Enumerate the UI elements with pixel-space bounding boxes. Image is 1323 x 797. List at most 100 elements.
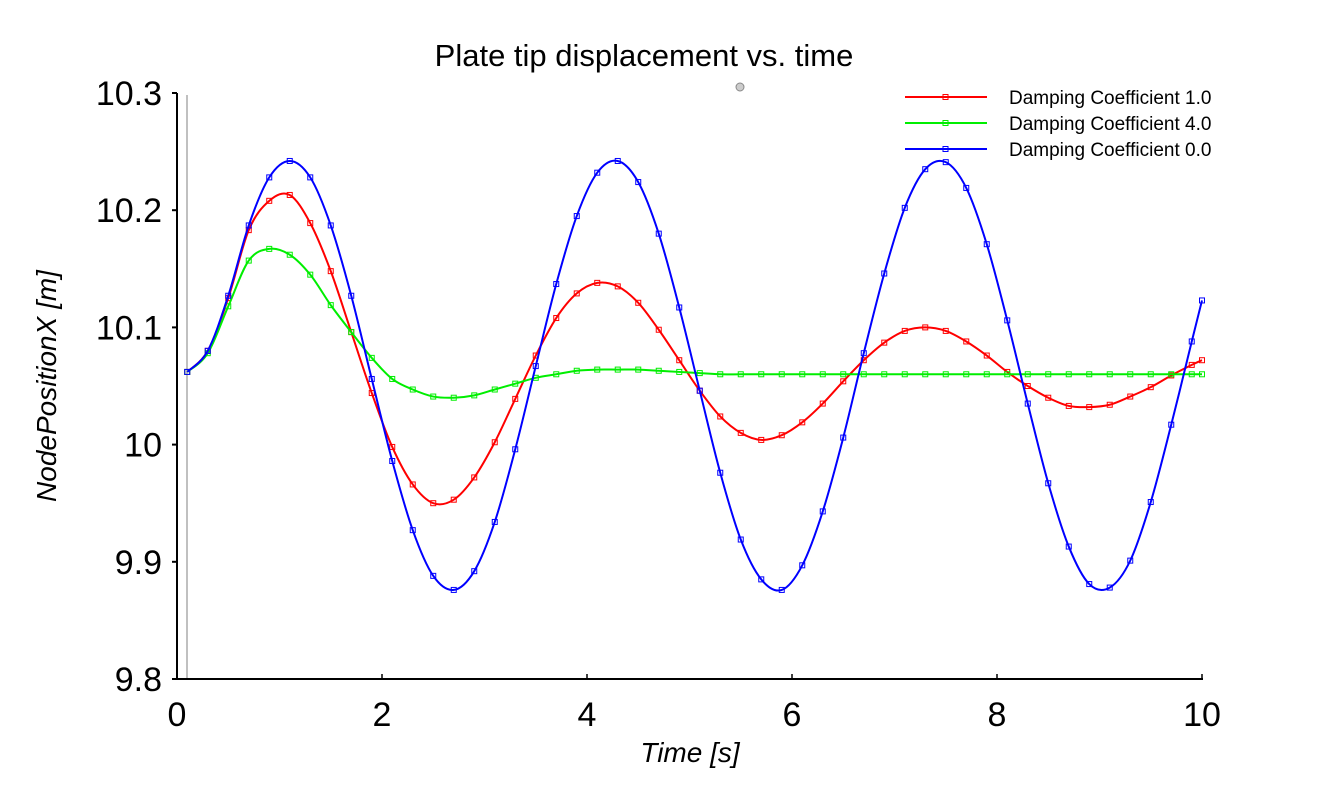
legend: Damping Coefficient 1.0 Damping Coefficie… — [905, 88, 1211, 161]
data-point — [942, 159, 949, 166]
data-point — [614, 157, 621, 164]
legend-marker — [942, 94, 949, 100]
data-point — [799, 419, 806, 426]
data-point — [348, 292, 355, 299]
y-tick-label: 10.2 — [96, 192, 162, 230]
data-point — [1147, 499, 1154, 506]
data-point — [963, 338, 970, 345]
data-point — [430, 500, 437, 507]
data-point — [389, 375, 396, 382]
x-tick-label: 2 — [373, 696, 392, 734]
data-point — [655, 230, 662, 237]
data-point — [1065, 543, 1072, 550]
data-point — [840, 378, 847, 385]
data-point — [1045, 394, 1052, 401]
data-point — [225, 292, 232, 299]
data-point — [553, 371, 560, 378]
data-point — [450, 394, 457, 401]
legend-item: Damping Coefficient 1.0 — [905, 88, 1211, 109]
data-point — [1004, 317, 1011, 324]
data-point — [1188, 361, 1195, 368]
data-point — [1188, 371, 1195, 378]
data-point — [922, 324, 929, 331]
data-point — [676, 357, 683, 364]
data-point — [1024, 371, 1031, 378]
series-line — [186, 192, 1203, 506]
legend-marker — [942, 146, 949, 152]
data-point — [512, 380, 519, 387]
data-point — [409, 481, 416, 488]
data-point — [901, 327, 908, 334]
legend-item: Damping Coefficient 4.0 — [905, 114, 1211, 135]
data-point — [840, 371, 847, 378]
data-point — [778, 432, 785, 439]
data-point — [696, 387, 703, 394]
data-point — [840, 434, 847, 441]
data-point — [184, 368, 191, 375]
data-point — [717, 413, 724, 420]
x-tick-label: 4 — [578, 696, 597, 734]
data-point — [204, 347, 211, 354]
data-point — [614, 283, 621, 290]
data-point — [799, 562, 806, 569]
data-point — [409, 386, 416, 393]
series-line — [186, 247, 1202, 399]
data-point — [389, 443, 396, 450]
data-point — [942, 327, 949, 334]
x-tick-label: 8 — [988, 696, 1007, 734]
data-point — [307, 174, 314, 181]
data-point — [1106, 371, 1113, 378]
data-point — [266, 174, 273, 181]
data-point — [471, 568, 478, 575]
legend-item: Damping Coefficient 0.0 — [905, 140, 1211, 161]
data-point — [1127, 371, 1134, 378]
data-point — [491, 518, 498, 525]
data-point — [573, 290, 580, 297]
data-point — [1086, 371, 1093, 378]
data-point — [286, 157, 293, 164]
data-point — [512, 446, 519, 453]
data-point — [901, 371, 908, 378]
data-point — [1127, 557, 1134, 564]
data-point — [614, 366, 621, 373]
legend-label: Damping Coefficient 1.0 — [1009, 88, 1211, 109]
y-tick-label: 10 — [124, 427, 162, 465]
data-point — [737, 536, 744, 543]
data-point — [1147, 384, 1154, 391]
data-point — [491, 439, 498, 446]
data-point — [348, 329, 355, 336]
series-damping-coefficient-0-0 — [184, 157, 1205, 593]
y-tick-label: 9.8 — [115, 661, 162, 699]
y-tick-label: 10.3 — [96, 75, 162, 113]
data-point — [594, 169, 601, 176]
data-point — [1065, 402, 1072, 409]
data-point — [1065, 371, 1072, 378]
data-point — [881, 270, 888, 277]
data-point — [327, 302, 334, 309]
y-tick-label: 9.9 — [115, 544, 162, 582]
x-axis-label: Time [s] — [640, 737, 741, 768]
data-point — [737, 429, 744, 436]
data-point — [594, 279, 601, 286]
data-point — [737, 371, 744, 378]
data-point — [573, 367, 580, 374]
data-point — [983, 371, 990, 378]
data-point — [881, 339, 888, 346]
data-point — [1106, 401, 1113, 408]
data-point — [409, 527, 416, 534]
data-point — [450, 586, 457, 593]
data-point — [1188, 338, 1195, 345]
data-point — [368, 354, 375, 361]
series-damping-coefficient-1-0 — [184, 191, 1205, 507]
data-point — [983, 241, 990, 248]
data-point — [1086, 404, 1093, 411]
data-point — [266, 245, 273, 252]
data-point — [307, 271, 314, 278]
series-damping-coefficient-4-0 — [184, 245, 1205, 401]
data-point — [430, 572, 437, 579]
data-point — [327, 222, 334, 229]
chart-title: Plate tip displacement vs. time — [435, 38, 854, 73]
data-point — [963, 184, 970, 191]
data-point — [491, 386, 498, 393]
